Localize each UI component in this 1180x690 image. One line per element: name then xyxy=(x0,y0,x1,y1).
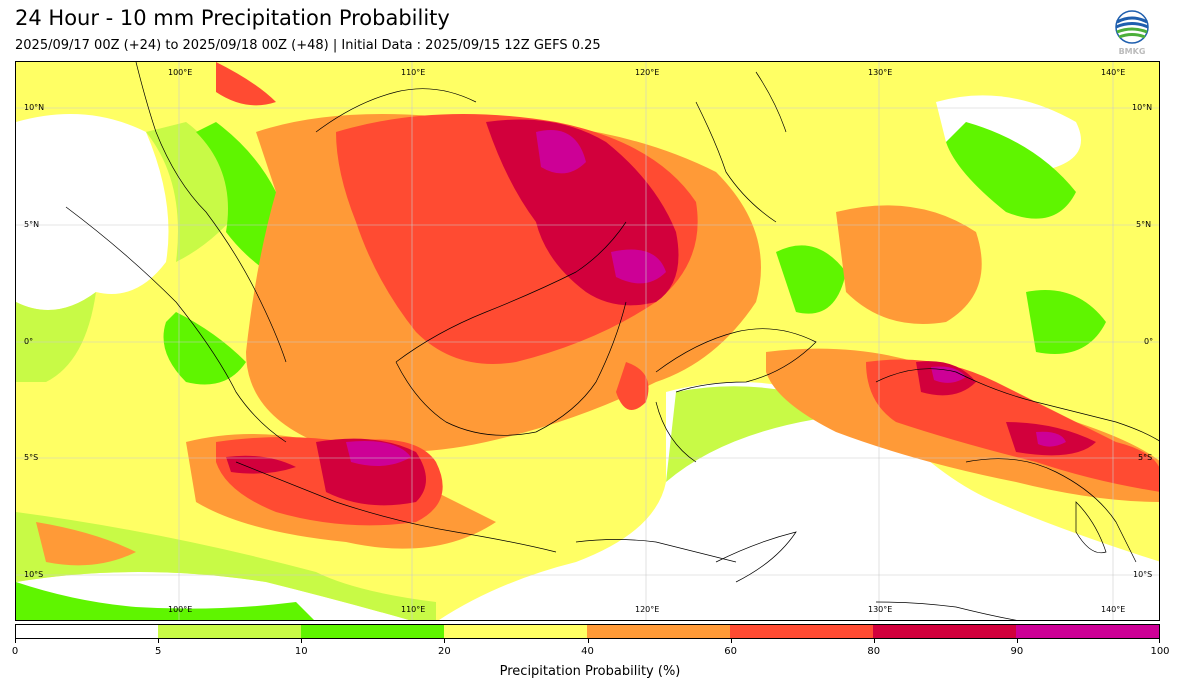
colorbar-tick-label: 80 xyxy=(867,646,881,657)
colorbar-segment xyxy=(16,625,158,638)
colorbar-segment xyxy=(158,625,301,638)
bmkg-logo: BMKG xyxy=(1115,10,1149,56)
lat-label-left: 10°S xyxy=(24,570,44,579)
lon-label-bottom: 100°E xyxy=(168,605,193,614)
lon-label-top: 100°E xyxy=(168,68,193,77)
precipitation-map: 100°E 110°E 120°E 130°E 140°E 100°E 110°… xyxy=(15,61,1160,621)
colorbar-label: Precipitation Probability (%) xyxy=(499,664,681,679)
lat-label-right: 0° xyxy=(1144,337,1154,346)
colorbar-tick-label: 100 xyxy=(1150,646,1170,657)
lat-label-left: 5°S xyxy=(24,453,39,462)
colorbar-segment xyxy=(301,625,444,638)
colorbar-tick-label: 10 xyxy=(294,646,308,657)
lat-label-right: 5°N xyxy=(1136,220,1152,229)
colorbar-tick-mark xyxy=(1159,639,1160,643)
lon-label-top: 140°E xyxy=(1101,68,1126,77)
lat-label-left: 0° xyxy=(24,337,34,346)
lon-label-top: 120°E xyxy=(635,68,660,77)
lat-label-right: 10°N xyxy=(1132,103,1153,112)
colorbar-tick-mark xyxy=(873,639,875,643)
colorbar-tick-mark xyxy=(730,639,732,643)
colorbar-tick-label: 60 xyxy=(724,646,737,657)
lon-label-bottom: 130°E xyxy=(868,605,893,614)
colorbar-segment xyxy=(730,625,873,638)
bmkg-logo-text: BMKG xyxy=(1119,47,1146,56)
colorbar-tick-mark xyxy=(587,639,589,643)
lon-label-bottom: 120°E xyxy=(635,605,660,614)
colorbar-tick-label: 90 xyxy=(1010,646,1024,657)
lon-label-bottom: 140°E xyxy=(1101,605,1126,614)
colorbar-segment xyxy=(1016,625,1159,638)
coastlines xyxy=(65,62,1159,620)
lon-label-bottom: 110°E xyxy=(401,605,426,614)
probability-field xyxy=(16,62,1159,620)
colorbar-tick-mark xyxy=(1016,639,1018,643)
lat-label-right: 10°S xyxy=(1133,570,1153,579)
colorbar-tick-mark xyxy=(301,639,303,643)
lon-label-top: 130°E xyxy=(868,68,893,77)
colorbar-tick-mark xyxy=(444,639,446,643)
lat-label-right: 5°S xyxy=(1138,453,1153,462)
colorbar-tick-mark xyxy=(158,639,160,643)
colorbar-tick-label: 20 xyxy=(438,646,451,657)
colorbar-tick-label: 5 xyxy=(154,646,162,657)
lon-label-top: 110°E xyxy=(401,68,426,77)
colorbar-tick-mark xyxy=(15,639,16,643)
colorbar xyxy=(15,624,1160,639)
colorbar-segment xyxy=(587,625,730,638)
map-subtitle: 2025/09/17 00Z (+24) to 2025/09/18 00Z (… xyxy=(15,38,601,53)
colorbar-segment xyxy=(444,625,587,638)
lat-label-left: 5°N xyxy=(24,220,40,229)
colorbar-segment xyxy=(873,625,1016,638)
colorbar-tick-label: 0 xyxy=(11,646,19,657)
colorbar-tick-label: 40 xyxy=(581,646,594,657)
map-title: 24 Hour - 10 mm Precipitation Probabilit… xyxy=(15,6,450,30)
lat-label-left: 10°N xyxy=(24,103,45,112)
